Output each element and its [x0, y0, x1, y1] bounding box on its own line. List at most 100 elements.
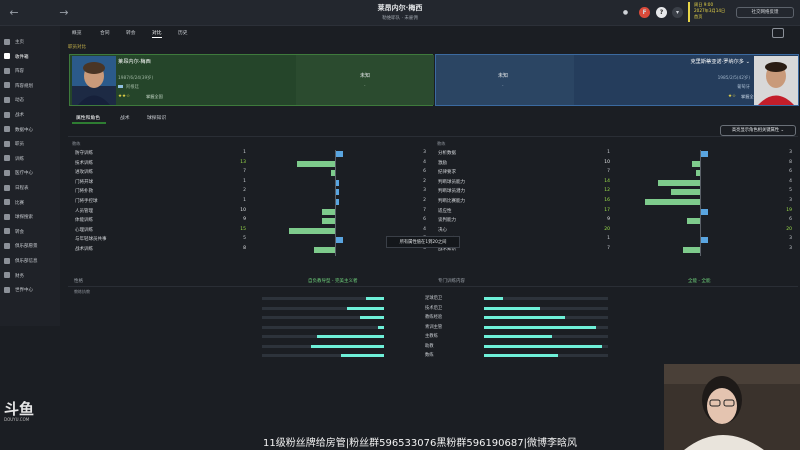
attr-value-b: 3	[789, 236, 792, 242]
tab-history[interactable]: 历史	[178, 31, 188, 36]
training-icon	[4, 155, 10, 162]
tab-attributes[interactable]: 属性和角色	[76, 116, 100, 121]
f-icon[interactable]: F	[639, 7, 650, 18]
attr-value-a: 17	[604, 207, 610, 213]
sidebar-item-label: 比赛	[15, 200, 24, 206]
attr-value-a: 1	[607, 236, 610, 242]
sidebar-item-0[interactable]: 主页	[4, 38, 58, 47]
sidebar-item-10[interactable]: 日程表	[4, 184, 58, 193]
trait-track-left	[262, 354, 384, 357]
sidebar-item-1[interactable]: 收件箱	[4, 53, 58, 62]
scouting-icon	[4, 213, 10, 220]
personality-label: 性格	[74, 279, 83, 284]
sidebar-item-16[interactable]: 财务	[4, 272, 58, 281]
coaching-label: 教练执教	[74, 289, 90, 294]
tab-transfer[interactable]: 转会	[126, 31, 136, 36]
tab-compare[interactable]: 对比	[152, 31, 162, 38]
attr-value-a: 5	[243, 236, 246, 242]
home-icon	[4, 38, 10, 45]
sidebar-item-15[interactable]: 俱乐部信息	[4, 257, 58, 266]
sidebar-item-label: 主页	[15, 40, 24, 45]
attr-diff-bar	[335, 189, 340, 196]
sidebar-item-14[interactable]: 俱乐部愿景	[4, 242, 58, 251]
trait-label: 足球后卫	[425, 296, 443, 301]
print-icon[interactable]	[772, 28, 784, 38]
attr-value-a: 7	[607, 169, 610, 175]
club-info-icon	[4, 257, 10, 264]
right-unknown-panel	[436, 55, 574, 105]
sidebar-item-8[interactable]: 训练	[4, 155, 58, 164]
trait-label: 技术后卫	[425, 305, 443, 311]
sidebar-item-label: 转会	[15, 229, 24, 235]
attr-value-a: 1	[243, 178, 246, 184]
attr-diff-bar	[335, 151, 344, 157]
attr-name: 分析数据	[438, 151, 456, 156]
sidebar-item-13[interactable]: 转会	[4, 228, 58, 237]
date-day: 2027年3月14日	[694, 8, 726, 13]
bell-icon[interactable]: ●	[622, 9, 629, 16]
sidebar-item-3[interactable]: 阵容规划	[4, 82, 58, 91]
sidebar-item-label: 数据中心	[15, 127, 33, 133]
sidebar-item-6[interactable]: 数据中心	[4, 126, 58, 135]
attr-value-b: 7	[423, 207, 426, 213]
medical-icon	[4, 169, 10, 176]
tab-overview[interactable]: 概览	[72, 31, 82, 36]
tactics-icon	[4, 111, 10, 118]
attr-diff-bar	[683, 247, 700, 253]
trait-bar-right	[484, 306, 540, 310]
sidebar-item-label: 财务	[15, 273, 24, 279]
right-staff-name[interactable]: 克里斯蒂亚诺·罗纳尔多 ⌄	[690, 59, 750, 65]
attr-diff-bar	[297, 160, 335, 167]
sidebar-item-2[interactable]: 阵容	[4, 67, 58, 76]
trait-track-left	[262, 306, 384, 310]
dropdown-icon[interactable]: ▾	[672, 7, 683, 18]
page-title: 莱昂内尔·梅西 勒维耶队 · 未雇佣	[300, 3, 500, 21]
sidebar-item-5[interactable]: 战术	[4, 111, 58, 120]
attr-value-a: 10	[604, 159, 610, 165]
attr-value-b: 4	[423, 226, 426, 232]
sidebar-item-4[interactable]: 动态	[4, 96, 58, 105]
tab-tactics[interactable]: 战术	[120, 116, 130, 121]
highlight-dropdown[interactable]: 高亮显示角色相关键属性 ⌄	[720, 125, 796, 136]
divider	[68, 286, 798, 287]
tab-scouting[interactable]: 球探知识	[147, 116, 167, 121]
sidebar-item-7[interactable]: 职员	[4, 140, 58, 149]
attr-value-b: 6	[423, 169, 426, 175]
webcam-overlay	[664, 364, 800, 450]
social-feedback-button[interactable]: 社交网络反馈	[736, 7, 794, 18]
date-box[interactable]: 周日 9:00 2027年3月14日 首页	[688, 2, 730, 22]
attr-name: 与年轻球员共事	[75, 237, 107, 243]
trait-bar-left	[377, 325, 384, 329]
sidebar-item-17[interactable]: 世界中心	[4, 286, 58, 295]
attr-value-b: 3	[423, 150, 426, 155]
attr-value-b: 6	[789, 217, 792, 223]
attr-name: 人员管理	[75, 208, 93, 214]
sidebar-item-label: 收件箱	[15, 54, 29, 60]
attr-name: 判断比赛能力	[438, 199, 465, 204]
sidebar-item-label: 球探搜索	[15, 215, 33, 221]
tab-contract[interactable]: 合同	[100, 31, 110, 36]
news-icon	[4, 96, 10, 103]
attr-diff-bar	[645, 199, 700, 205]
flag-icon	[118, 85, 123, 88]
finance-icon	[4, 272, 10, 279]
vision-icon	[4, 242, 10, 249]
douyu-url: DOUYU.COM	[4, 417, 30, 422]
sidebar-item-12[interactable]: 球探搜索	[4, 213, 58, 222]
divider	[68, 136, 798, 137]
attr-name: 战术训练	[75, 247, 93, 252]
attr-diff-bar	[322, 218, 335, 225]
left-staff-card: 莱昂内尔·梅西 1987/6/24(39岁) 阿根廷 ★★☆ 掌握全国 未知 -	[69, 54, 434, 106]
trait-bar-right	[484, 316, 565, 319]
forward-arrow-icon[interactable]: →	[59, 6, 69, 19]
attr-value-b: 5	[789, 188, 792, 194]
help-icon[interactable]: ?	[656, 7, 667, 18]
attr-name: 防守训练	[75, 151, 93, 156]
top-bar: ← → 莱昂内尔·梅西 勒维耶队 · 未雇佣 ● F ? ▾ 周日 9:00 2…	[0, 0, 800, 26]
attr-value-b: 4	[789, 178, 792, 184]
sidebar-item-label: 战术	[15, 113, 24, 118]
sidebar-item-11[interactable]: 比赛	[4, 199, 58, 208]
trait-bar-left	[341, 354, 384, 357]
back-arrow-icon[interactable]: ←	[9, 6, 19, 19]
sidebar-item-9[interactable]: 医疗中心	[4, 169, 58, 178]
